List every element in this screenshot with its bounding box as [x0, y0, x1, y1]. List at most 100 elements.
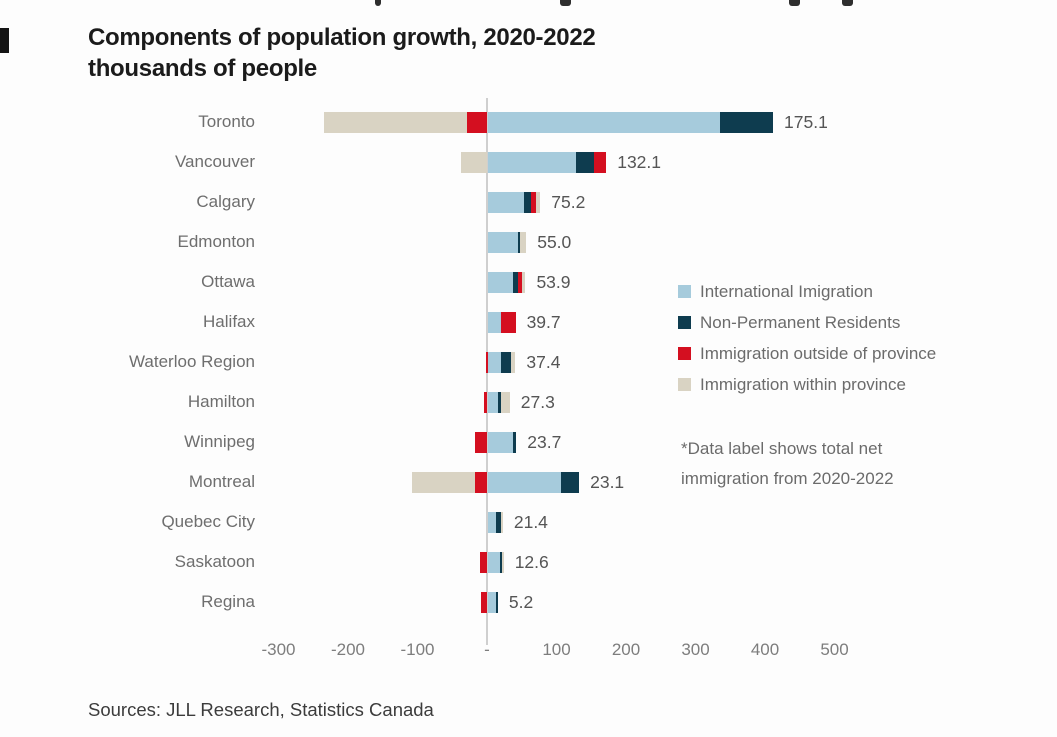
bar-segment-non-permanent-residents — [499, 551, 502, 573]
bar-segment-outside-province — [480, 591, 487, 613]
cropped-text-remnant — [842, 0, 853, 6]
legend-item: Immigration outside of province — [678, 338, 936, 369]
bar-segment-non-permanent-residents — [513, 271, 519, 293]
legend: International Imigration Non-Permanent Re… — [678, 276, 936, 400]
category-label: Montreal — [188, 472, 255, 491]
bar-segment-within-province — [500, 391, 510, 413]
total-data-label: 27.3 — [520, 392, 555, 412]
legend-swatch-within-province — [678, 378, 691, 391]
chart-title: Components of population growth, 2020-20… — [88, 24, 596, 51]
legend-label: Immigration outside of province — [700, 343, 937, 363]
cropped-text-remnant — [789, 0, 800, 6]
bar-segment-outside-province — [480, 551, 487, 573]
bar-segment-outside-province — [475, 471, 487, 493]
x-tick-label: 300 — [681, 640, 710, 659]
bar-segment-within-province — [501, 511, 504, 533]
bar-segment-outside-province — [593, 151, 607, 173]
bar-segment-international — [488, 591, 496, 613]
x-tick-label: 400 — [750, 640, 780, 659]
total-data-label: 23.7 — [527, 432, 562, 452]
bar-segment-non-permanent-residents — [524, 191, 532, 213]
bar-segment-international — [488, 231, 518, 253]
cropped-text-remnant — [375, 0, 381, 6]
bar-segment-within-province — [501, 551, 504, 573]
left-edge-artifact — [0, 28, 9, 53]
bar-segment-outside-province — [466, 111, 487, 133]
category-label: Ottawa — [201, 272, 255, 291]
bar-segment-within-province — [460, 151, 487, 173]
bar-segment-non-permanent-residents — [560, 471, 580, 493]
bar-segment-international — [488, 111, 721, 133]
total-data-label: 21.4 — [513, 512, 548, 532]
bar-segment-non-permanent-residents — [512, 431, 517, 453]
category-label: Edmonton — [177, 232, 256, 251]
total-data-label: 132.1 — [617, 152, 662, 172]
bar-segment-non-permanent-residents — [720, 111, 773, 133]
legend-label: Non-Permanent Residents — [700, 312, 901, 332]
bar-segment-non-permanent-residents — [496, 511, 502, 533]
x-tick-label: -300 — [261, 640, 296, 659]
legend-label: Immigration within province — [700, 374, 906, 394]
total-data-label: 55.0 — [537, 232, 572, 252]
x-tick-label: 100 — [542, 640, 571, 659]
bar-segment-non-permanent-residents — [501, 351, 512, 373]
category-label: Halifax — [203, 312, 255, 331]
legend-label: International Imigration — [700, 281, 873, 301]
bar-segment-international — [488, 271, 514, 293]
total-data-label: 175.1 — [784, 112, 828, 132]
category-label: Winnipeg — [184, 432, 255, 451]
x-tick-label: 500 — [820, 640, 849, 659]
legend-swatch-non-permanent-residents — [678, 316, 691, 329]
legend-swatch-international — [678, 285, 691, 298]
bar-segment-outside-province — [485, 351, 488, 373]
x-tick-label: - — [484, 640, 490, 659]
bar-segment-international — [488, 311, 501, 333]
category-label: Toronto — [198, 112, 255, 131]
category-label: Calgary — [196, 192, 255, 211]
category-label: Hamilton — [187, 392, 255, 411]
bar-segment-non-permanent-residents — [517, 231, 520, 253]
total-data-label: 12.6 — [514, 552, 549, 572]
cropped-text-remnant — [560, 0, 571, 6]
sources-text: Sources: JLL Research, Statistics Canada — [88, 699, 434, 720]
bar-segment-within-province — [511, 351, 516, 373]
bar-segment-within-province — [411, 471, 476, 493]
category-label: Saskatoon — [174, 552, 255, 571]
bar-segment-within-province — [519, 231, 527, 253]
bar-segment-international — [488, 191, 525, 213]
bar-segment-international — [488, 471, 561, 493]
total-data-label: 75.2 — [551, 192, 586, 212]
bar-segment-outside-province — [500, 311, 516, 333]
footnote: *Data label shows total net immigration … — [681, 434, 894, 494]
bar-segment-international — [488, 431, 513, 453]
category-label: Waterloo Region — [129, 352, 255, 371]
bar-segment-outside-province — [531, 191, 536, 213]
bar-segment-outside-province — [518, 271, 522, 293]
x-tick-label: 200 — [611, 640, 641, 659]
x-tick-label: -200 — [330, 640, 366, 659]
bar-segment-outside-province — [475, 431, 487, 453]
category-label: Vancouver — [174, 152, 255, 171]
chart-subtitle: thousands of people — [88, 55, 317, 82]
bar-segment-international — [488, 151, 577, 173]
bar-segment-international — [488, 551, 500, 573]
bar-segment-non-permanent-residents — [498, 391, 501, 413]
bar-segment-international — [488, 391, 499, 413]
x-tick-label: -100 — [400, 640, 435, 659]
total-data-label: 39.7 — [526, 312, 561, 332]
bar-segment-non-permanent-residents — [576, 151, 594, 173]
bar-segment-international — [488, 511, 497, 533]
footnote-line2: immigration from 2020-2022 — [681, 469, 894, 488]
bar-segment-within-province — [535, 191, 541, 213]
total-data-label: 53.9 — [536, 272, 571, 292]
legend-swatch-outside-province — [678, 347, 691, 360]
legend-item: International Imigration — [678, 276, 936, 307]
bar-segment-international — [488, 351, 502, 373]
chart-title-block: Components of population growth, 2020-20… — [88, 22, 596, 84]
legend-item: Non-Permanent Residents — [678, 307, 936, 338]
total-data-label: 5.2 — [508, 592, 534, 612]
category-label: Regina — [201, 592, 255, 611]
total-data-label: 37.4 — [526, 352, 561, 372]
bar-segment-within-province — [323, 111, 467, 133]
bar-segment-outside-province — [484, 391, 487, 413]
